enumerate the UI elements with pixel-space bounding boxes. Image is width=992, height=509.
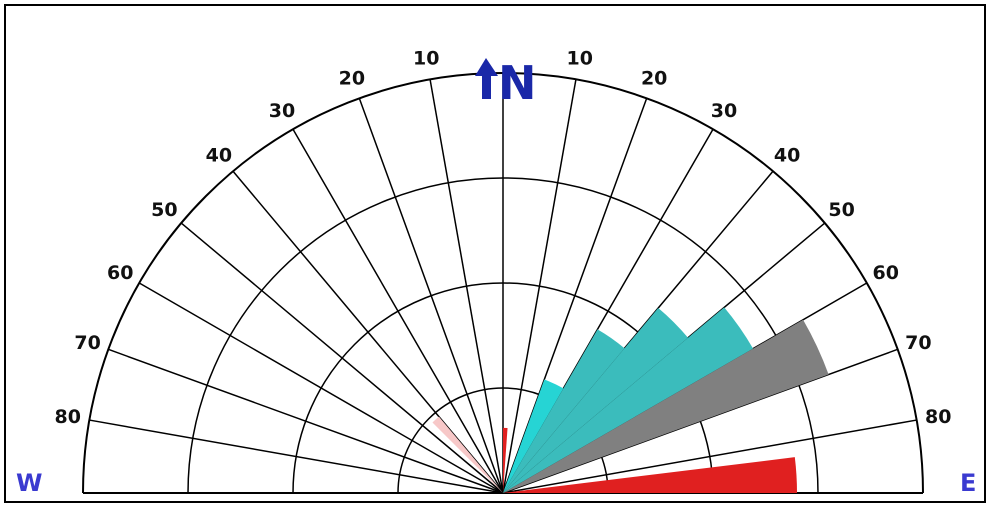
north-arrow-icon xyxy=(475,58,498,99)
rose-segment-teal xyxy=(503,308,688,493)
tick-label-west: 60 xyxy=(107,262,133,284)
tick-label-east: 10 xyxy=(567,48,593,70)
rose-diagram: 10 10 20 20 30 30 40 40 50 50 60 60 70 70 80 80 N W E xyxy=(16,48,976,497)
grid-spoke xyxy=(502,419,917,494)
rose-segment-gray xyxy=(503,319,829,493)
tick-label-west: 10 xyxy=(413,48,439,70)
tick-label-west: 40 xyxy=(206,144,232,166)
grid-spoke xyxy=(232,170,504,494)
tick-label-west: 20 xyxy=(339,68,365,90)
grid-spoke xyxy=(502,348,898,494)
grid-spoke xyxy=(138,282,504,494)
tick-label-east: 40 xyxy=(774,144,800,166)
tick-label-east: 70 xyxy=(905,332,931,354)
rose-segment-pink xyxy=(432,416,503,493)
tick-label-east: 80 xyxy=(925,406,951,428)
north-indicator: N xyxy=(475,56,537,110)
grid-spoke xyxy=(108,348,504,494)
grid-spoke xyxy=(502,79,577,494)
grid-spoke xyxy=(292,128,504,494)
tick-label-west: 30 xyxy=(269,100,295,122)
east-label: E xyxy=(960,469,976,497)
grid-spoke xyxy=(358,98,504,494)
chart-frame: 10 10 20 20 30 30 40 40 50 50 60 60 70 70 80 80 N W E xyxy=(4,4,986,503)
rose-segment-teal xyxy=(503,307,754,493)
rose-segment-red xyxy=(503,427,508,493)
grid-spoke xyxy=(180,222,504,494)
tick-label-east: 30 xyxy=(711,100,737,122)
rose-segment-teal xyxy=(503,329,625,493)
grid-spoke xyxy=(429,79,504,494)
north-label: N xyxy=(498,56,537,110)
grid-spoke xyxy=(502,98,648,494)
rose-segments xyxy=(432,307,829,493)
angle-tick-labels: 10 10 20 20 30 30 40 40 50 50 60 60 70 70 80 80 xyxy=(54,48,951,429)
grid-spoke xyxy=(89,419,504,494)
tick-label-east: 60 xyxy=(873,262,899,284)
tick-label-west: 50 xyxy=(151,199,177,221)
tick-label-east: 20 xyxy=(641,68,667,90)
rose-segment-cyan xyxy=(503,379,564,493)
tick-label-east: 50 xyxy=(828,199,854,221)
west-label: W xyxy=(16,469,42,497)
rose-segment-red xyxy=(503,457,797,493)
tick-label-west: 80 xyxy=(54,406,80,428)
tick-label-west: 70 xyxy=(74,332,100,354)
